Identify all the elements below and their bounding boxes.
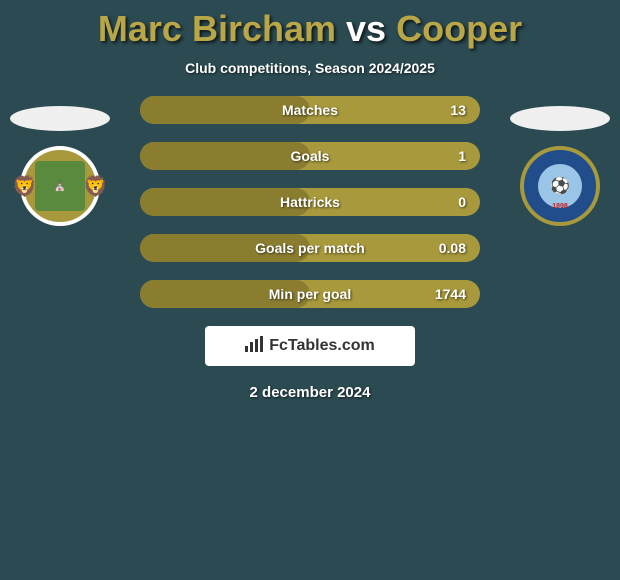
- placeholder-ellipse-left: [10, 106, 110, 131]
- placeholder-ellipse-right: [510, 106, 610, 131]
- stat-value: 13: [450, 102, 466, 118]
- player2-name: Cooper: [396, 8, 522, 49]
- logo-text: FcTables.com: [269, 337, 375, 355]
- stat-value: 1: [458, 148, 466, 164]
- stats-list: Matches 13 Goals 1 Hattricks 0 Goals per…: [140, 96, 480, 308]
- page-title: Marc Bircham vs Cooper: [0, 0, 620, 50]
- stat-label: Matches: [282, 102, 338, 118]
- stat-value: 0.08: [439, 240, 466, 256]
- player1-name: Marc Bircham: [98, 8, 336, 49]
- crest-right-inner: ⚽ 1898: [538, 164, 582, 208]
- stat-label: Goals per match: [255, 240, 365, 256]
- stat-row-hattricks: Hattricks 0: [140, 188, 480, 216]
- crest-year: 1898: [552, 203, 568, 210]
- lion-icon: 🦁: [83, 174, 108, 199]
- source-logo: FcTables.com: [205, 326, 415, 366]
- stat-label: Hattricks: [280, 194, 340, 210]
- team-crest-left: 🦁 ⛪ 🦁: [20, 146, 100, 226]
- stat-label: Goals: [291, 148, 330, 164]
- lion-icon: 🦁: [12, 174, 37, 199]
- main-content: 🦁 ⛪ 🦁 ⚽ 1898 Matches 13 Goals 1: [0, 96, 620, 401]
- stat-label: Min per goal: [269, 286, 351, 302]
- stat-row-mpg: Min per goal 1744: [140, 280, 480, 308]
- team-crest-right: ⚽ 1898: [520, 146, 600, 226]
- crest-left-inner: ⛪: [35, 161, 85, 211]
- stat-fill: [140, 142, 310, 170]
- date-text: 2 december 2024: [0, 384, 620, 401]
- subtitle: Club competitions, Season 2024/2025: [0, 60, 620, 76]
- arches-icon: ⛪: [54, 181, 66, 192]
- chart-icon: [245, 336, 263, 357]
- stat-row-gpm: Goals per match 0.08: [140, 234, 480, 262]
- ball-icon: ⚽: [550, 176, 570, 196]
- stat-row-matches: Matches 13: [140, 96, 480, 124]
- stat-value: 0: [458, 194, 466, 210]
- vs-text: vs: [346, 8, 386, 49]
- infographic: Marc Bircham vs Cooper Club competitions…: [0, 0, 620, 580]
- stat-value: 1744: [435, 286, 466, 302]
- stat-row-goals: Goals 1: [140, 142, 480, 170]
